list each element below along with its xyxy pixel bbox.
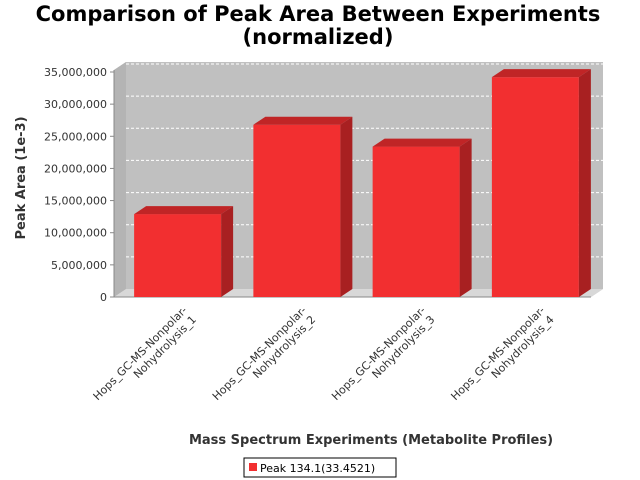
bar-side (221, 206, 234, 297)
bar-top (372, 138, 472, 147)
x-category-label: Hops_GC-MS-Nonpolar-Nohydrolysis_1 (91, 304, 199, 403)
bar-top (491, 69, 591, 78)
bar (372, 138, 472, 297)
chart-title-line-2: (normalized) (243, 25, 394, 49)
legend-entry-label: Peak 134.1(33.4521) (260, 462, 375, 475)
y-tick-label: 25,000,000 (44, 130, 107, 143)
x-category-label-line: Hops_GC-MS-Nonpolar- (448, 304, 547, 403)
y-axis-label: Peak Area (1e-3) (14, 116, 29, 239)
plot-left-wall (114, 62, 126, 297)
legend: Peak 134.1(33.4521) (243, 457, 397, 478)
bar-top (253, 116, 353, 125)
x-axis-label: Mass Spectrum Experiments (Metabolite Pr… (189, 433, 553, 448)
y-tick-label: 5,000,000 (51, 259, 107, 272)
y-tick-label: 0 (100, 291, 107, 304)
bar-side (578, 69, 591, 298)
plot-area (114, 62, 603, 297)
legend-box (243, 457, 397, 478)
legend-swatch (249, 463, 257, 471)
y-tick-label: 30,000,000 (44, 98, 107, 111)
bar-side (459, 138, 472, 297)
y-tick-label: 35,000,000 (44, 66, 107, 79)
y-tick-label: 10,000,000 (44, 227, 107, 240)
x-category-label: Hops_GC-MS-Nonpolar-Nohydrolysis_4 (448, 304, 556, 403)
chart-title-line-1: Comparison of Peak Area Between Experime… (36, 2, 601, 26)
x-category-label: Hops_GC-MS-Nonpolar-Nohydrolysis_3 (329, 304, 437, 403)
plot-background (114, 62, 603, 297)
bar-front (253, 124, 341, 297)
y-tick-label: 20,000,000 (44, 162, 107, 175)
bar-front (134, 214, 222, 297)
bar-side (340, 116, 353, 297)
y-tick-label: 15,000,000 (44, 195, 107, 208)
bars (134, 69, 591, 298)
bar-front (491, 77, 579, 298)
x-category-label-line: Hops_GC-MS-Nonpolar- (329, 304, 428, 403)
plot-floor (114, 289, 603, 297)
bar (491, 69, 591, 298)
bar-front (372, 146, 460, 297)
x-axis-category-labels: Hops_GC-MS-Nonpolar-Nohydrolysis_1 Hops_G… (91, 304, 557, 403)
x-category-label: Hops_GC-MS-Nonpolar-Nohydrolysis_2 (210, 304, 318, 403)
x-category-label-line: Hops_GC-MS-Nonpolar- (91, 304, 190, 403)
x-category-label-line: Hops_GC-MS-Nonpolar- (210, 304, 309, 403)
bar-top (134, 206, 234, 215)
bar (253, 116, 353, 297)
bar (134, 206, 234, 297)
